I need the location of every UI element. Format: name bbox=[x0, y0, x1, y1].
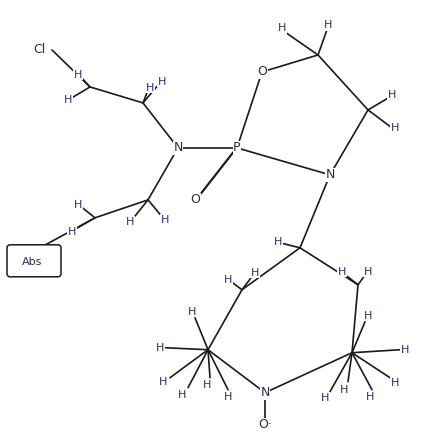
Text: H: H bbox=[251, 268, 259, 278]
Text: H: H bbox=[388, 90, 396, 100]
FancyBboxPatch shape bbox=[7, 245, 61, 277]
Text: H: H bbox=[401, 345, 409, 355]
Text: H: H bbox=[146, 83, 154, 93]
Text: H: H bbox=[203, 380, 211, 390]
Text: H: H bbox=[364, 267, 372, 277]
Text: H: H bbox=[274, 237, 282, 247]
Text: H: H bbox=[224, 275, 232, 285]
Text: H: H bbox=[224, 392, 232, 402]
Text: H: H bbox=[324, 20, 332, 30]
Text: H: H bbox=[340, 385, 348, 395]
Text: O: O bbox=[257, 65, 267, 78]
Text: Abs: Abs bbox=[22, 257, 42, 267]
Text: N: N bbox=[173, 142, 183, 155]
Text: O·: O· bbox=[258, 418, 272, 431]
Text: H: H bbox=[391, 378, 399, 388]
Text: H: H bbox=[158, 77, 166, 87]
Text: N: N bbox=[260, 386, 270, 399]
Text: N: N bbox=[325, 168, 335, 181]
Text: H: H bbox=[366, 392, 374, 402]
Text: H: H bbox=[161, 215, 169, 225]
Text: H: H bbox=[74, 200, 82, 210]
Text: H: H bbox=[321, 393, 329, 403]
Text: H: H bbox=[338, 267, 346, 277]
Text: P: P bbox=[233, 142, 241, 155]
Text: H: H bbox=[68, 227, 76, 237]
Text: H: H bbox=[391, 123, 399, 133]
Text: H: H bbox=[278, 23, 286, 33]
Text: H: H bbox=[364, 311, 372, 321]
Text: H: H bbox=[74, 70, 82, 80]
Text: H: H bbox=[159, 377, 167, 387]
Text: H: H bbox=[178, 390, 186, 400]
Text: H: H bbox=[126, 217, 134, 227]
Text: Cl: Cl bbox=[34, 43, 46, 56]
Text: O: O bbox=[190, 194, 200, 207]
Text: H: H bbox=[64, 95, 72, 105]
Text: H: H bbox=[156, 343, 164, 353]
Text: H: H bbox=[188, 307, 196, 317]
